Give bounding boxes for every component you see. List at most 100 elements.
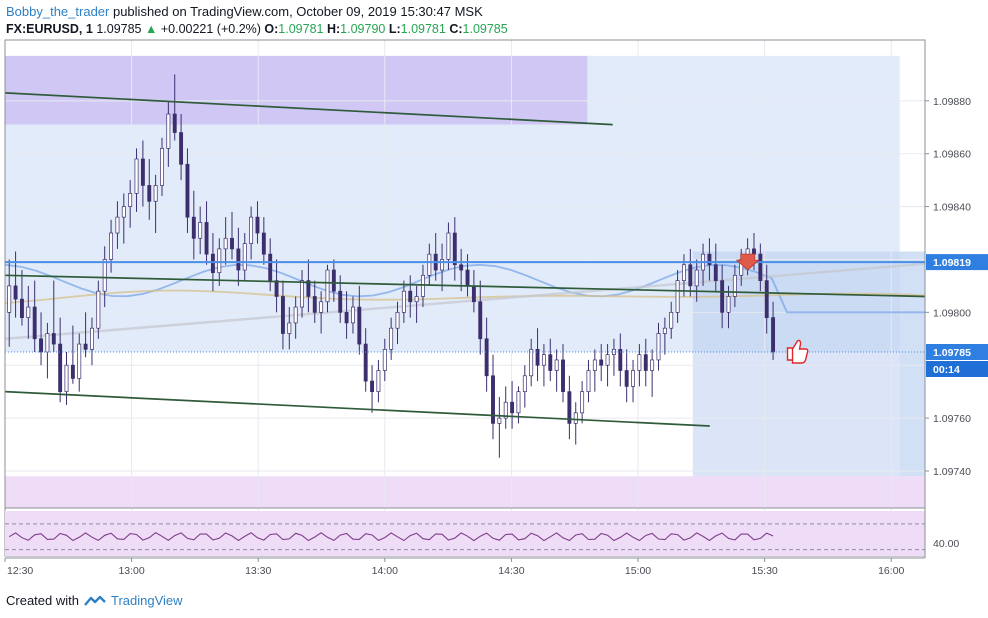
- candle-body: [643, 354, 648, 371]
- candle-body: [726, 296, 731, 313]
- candle: [656, 322, 661, 371]
- candle-body: [140, 158, 145, 186]
- candle: [484, 317, 489, 392]
- candle: [58, 317, 63, 403]
- candle-body: [586, 370, 591, 393]
- candle: [102, 246, 107, 308]
- candle: [331, 259, 336, 302]
- candle-body: [96, 290, 101, 329]
- candle-body: [77, 343, 82, 379]
- candle: [26, 285, 31, 339]
- candle-body: [599, 359, 604, 366]
- up-arrow-icon: ▲: [144, 22, 158, 36]
- candle-body: [382, 349, 387, 371]
- candle: [223, 217, 228, 265]
- candle-body: [771, 317, 776, 353]
- candle: [726, 285, 731, 329]
- rsi-background: [5, 511, 925, 556]
- candle-body: [605, 354, 610, 366]
- candle-body: [522, 375, 527, 393]
- candle-body: [338, 290, 343, 313]
- candle: [77, 333, 82, 392]
- candle-body: [160, 148, 164, 186]
- candle-body: [611, 349, 616, 355]
- candle-body: [471, 285, 476, 303]
- candle-body: [682, 264, 686, 281]
- candle: [109, 219, 114, 273]
- candle-body: [217, 248, 222, 274]
- candle-body: [624, 370, 629, 387]
- candle-body: [255, 216, 260, 234]
- candle: [191, 190, 196, 260]
- candle: [204, 201, 209, 265]
- candle: [586, 359, 591, 403]
- candle-body: [166, 113, 171, 149]
- candle-body: [707, 253, 712, 266]
- candle-body: [261, 232, 266, 255]
- candle: [363, 328, 368, 392]
- candle: [688, 248, 693, 297]
- candle-body: [300, 280, 304, 308]
- candle: [580, 381, 585, 424]
- candle: [522, 365, 527, 408]
- candle-body: [325, 269, 330, 303]
- publish-info: published on TradingView.com, October 09…: [109, 4, 483, 19]
- candle-body: [389, 327, 394, 350]
- candle-body: [357, 306, 362, 345]
- low-label: L:: [388, 22, 401, 36]
- candle: [121, 193, 126, 244]
- candle-body: [713, 264, 718, 281]
- trend-line-middle: [4, 274, 926, 298]
- candle: [198, 206, 203, 255]
- time-tick-label: 16:00: [878, 565, 904, 577]
- candle: [599, 344, 604, 382]
- candle: [51, 280, 56, 352]
- candle: [255, 201, 260, 244]
- countdown-label-bg: [926, 361, 988, 377]
- candle: [662, 317, 667, 355]
- candle-body: [694, 269, 699, 287]
- candle: [694, 259, 699, 302]
- candle: [242, 233, 247, 281]
- candle-body: [529, 349, 534, 377]
- price-change: +0.00221 (+0.2%): [160, 22, 261, 36]
- candle-body: [13, 285, 18, 300]
- candle: [274, 259, 279, 313]
- candle: [675, 270, 680, 323]
- countdown-label: 00:14: [933, 364, 960, 376]
- candle-body: [637, 354, 642, 371]
- candle-body: [32, 306, 37, 340]
- candle-body: [121, 206, 126, 218]
- candle-body: [510, 401, 515, 414]
- candle: [287, 307, 292, 350]
- candle-body: [573, 412, 578, 424]
- candle-body: [491, 375, 495, 424]
- open-value: 1.09781: [278, 22, 324, 36]
- trend-line-lower: [4, 390, 710, 427]
- candle: [319, 291, 324, 334]
- rsi-line: [8, 532, 774, 542]
- candle-body: [459, 264, 464, 271]
- tradingview-link[interactable]: TradingView: [110, 593, 183, 608]
- symbol-legend: FX:EURUSD, 1 1.09785 ▲ +0.00221 (+0.2%) …: [6, 21, 508, 37]
- low-value: 1.09781: [400, 22, 446, 36]
- candle: [764, 264, 769, 334]
- author-link[interactable]: Bobby_the_trader: [6, 4, 110, 19]
- candle: [567, 375, 572, 440]
- moving-average-blue: [4, 263, 925, 314]
- candle-body: [70, 364, 75, 379]
- time-tick-label: 15:30: [751, 565, 777, 577]
- candle-body: [331, 269, 336, 292]
- candle: [32, 280, 37, 352]
- pink-zone: [5, 476, 925, 508]
- candle-body: [242, 243, 247, 271]
- candle-body: [656, 333, 661, 361]
- candle-body: [465, 269, 470, 287]
- time-tick-label: 15:00: [625, 565, 651, 577]
- time-tick-label: 12:30: [7, 565, 33, 577]
- candle-body: [351, 306, 355, 324]
- candle-body: [39, 338, 43, 353]
- candle: [249, 206, 254, 260]
- rsi-tick-label: 40.00: [933, 538, 959, 550]
